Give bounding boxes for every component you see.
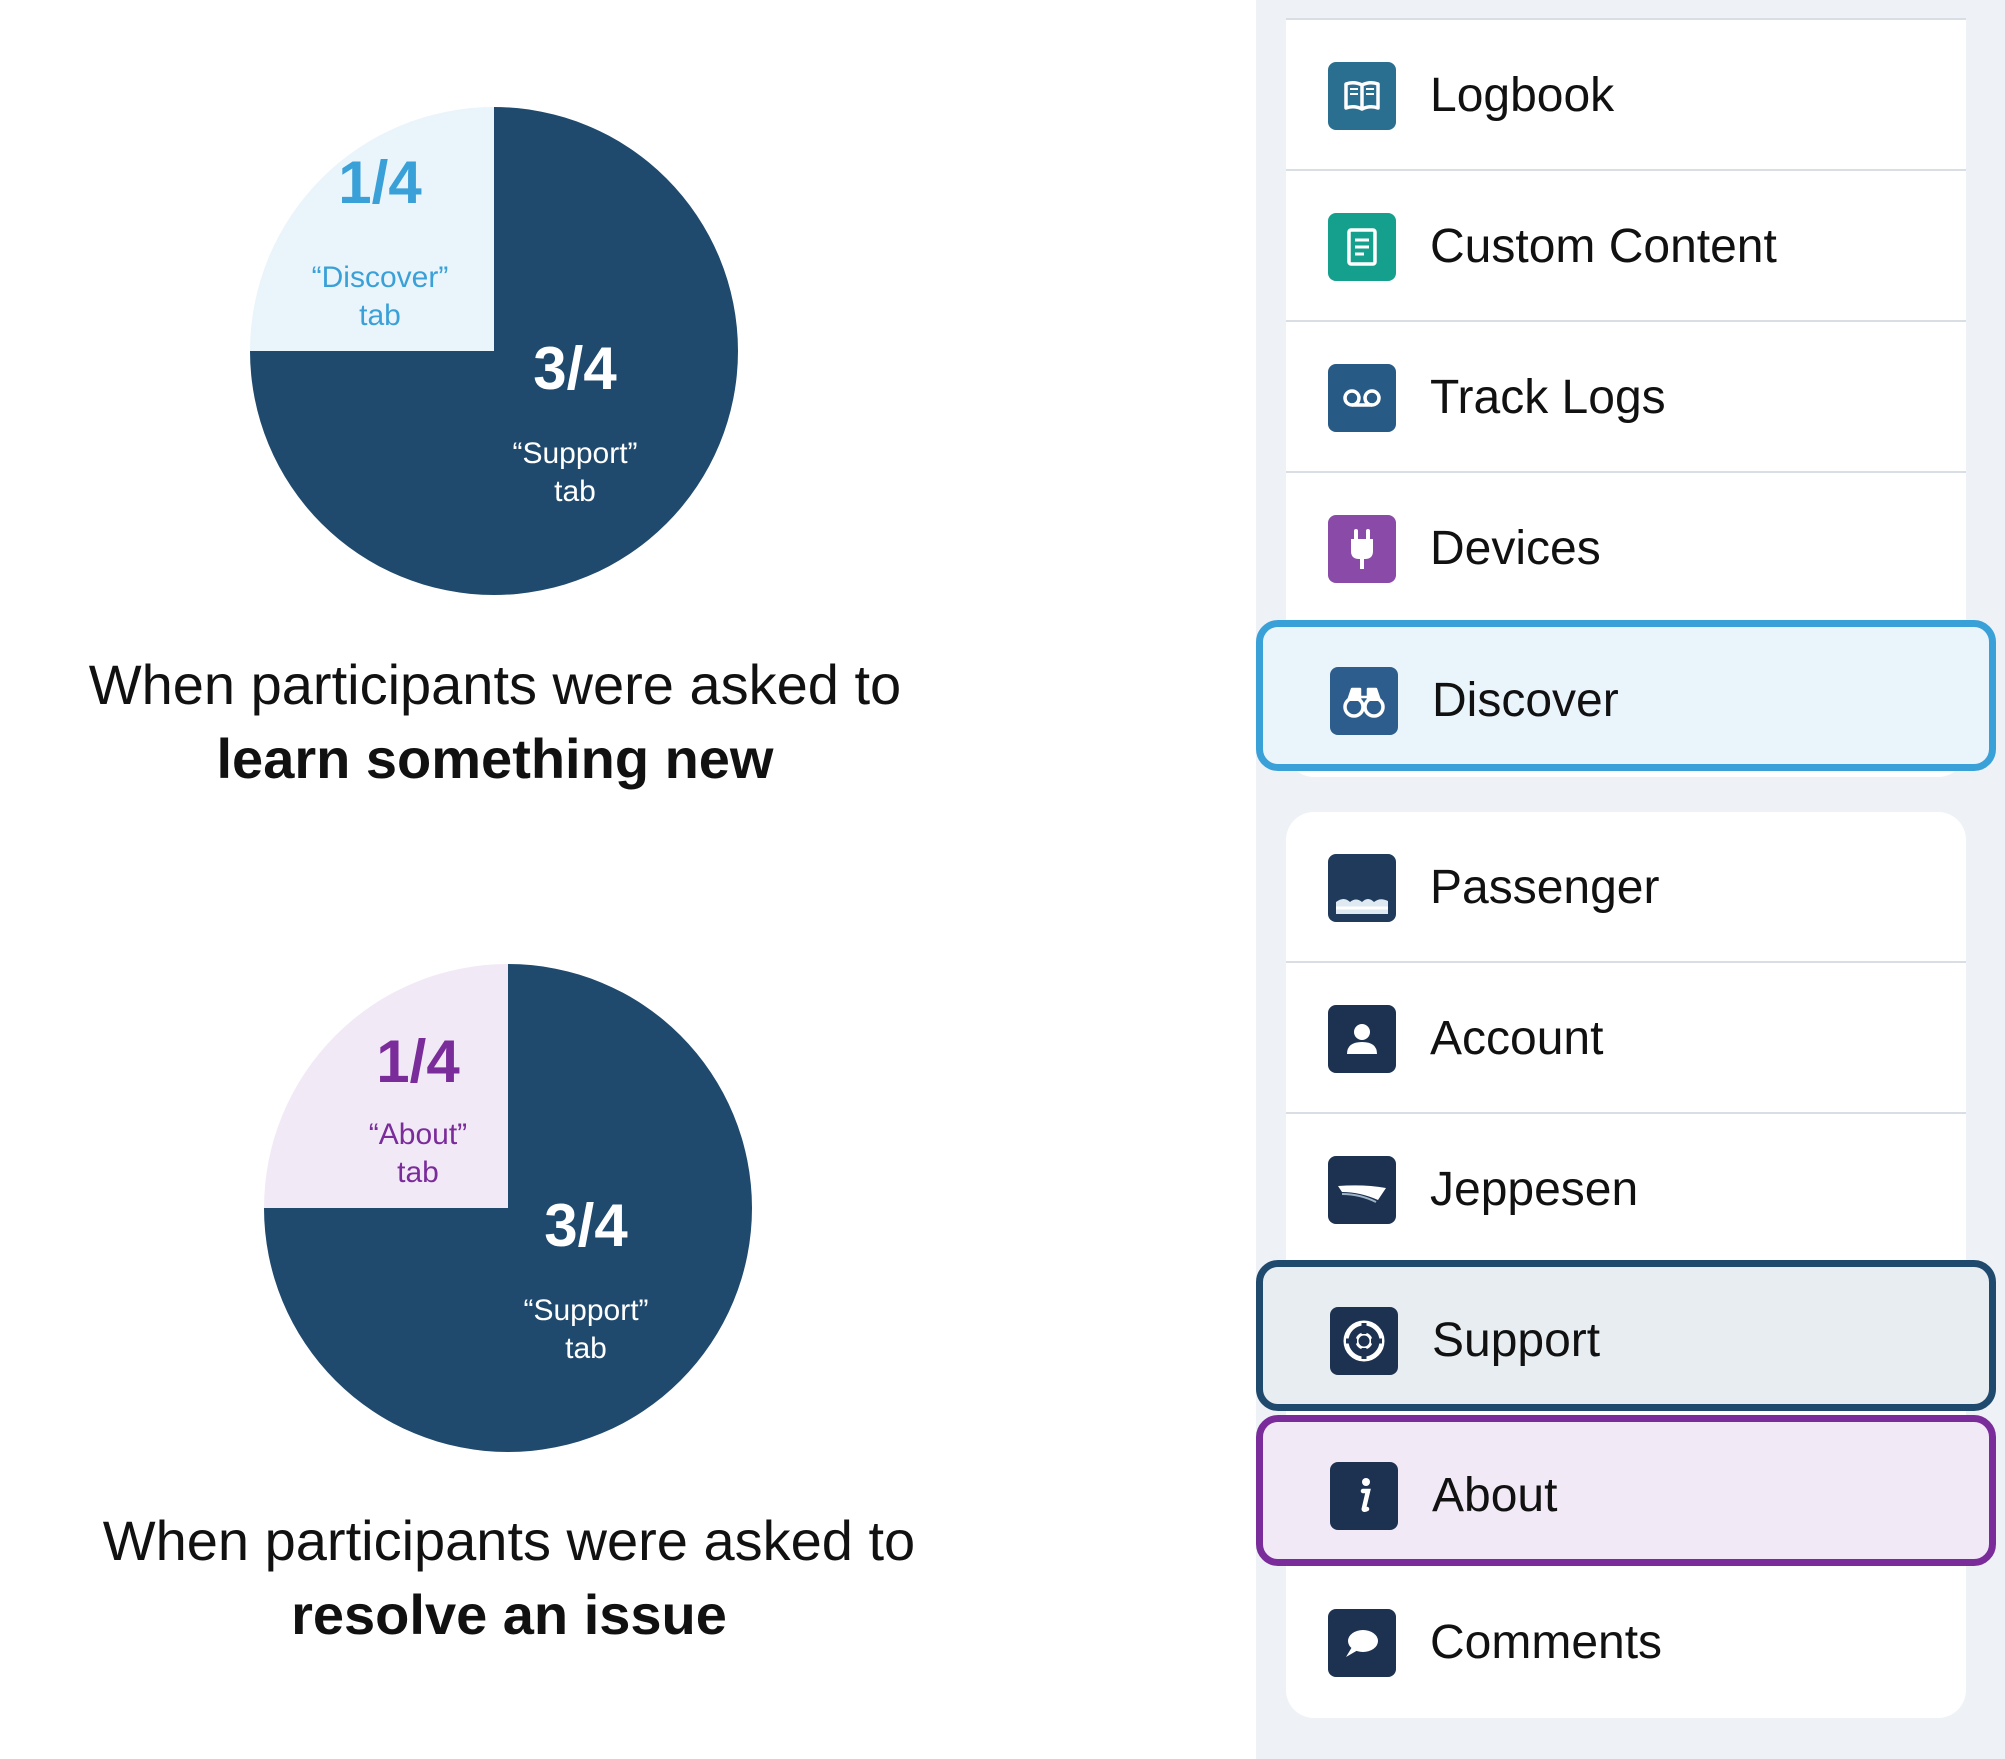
slice-tab-name-about: “About” [369, 1118, 467, 1151]
divider [1286, 169, 1966, 171]
menu-item-label: Discover [1432, 674, 1619, 727]
menu-item-support[interactable]: Support [1256, 1260, 1996, 1411]
slice-tab-word-discover: tab [359, 299, 401, 332]
pie-slice-support [264, 964, 752, 1452]
pie-slice-discover [250, 107, 494, 351]
top-divider [1286, 18, 1966, 20]
menu-item-jeppesen[interactable]: Jeppesen [1286, 1114, 1966, 1265]
pie-chart-learn: 1/4 “Discover” tab 3/4 “Support” tab [250, 107, 738, 595]
speech-bubble-icon [1328, 1609, 1396, 1677]
caption-resolve-line1: When participants were asked to [102, 1509, 916, 1572]
slice-tab-name-discover: “Discover” [312, 261, 449, 294]
menu-item-label: Track Logs [1430, 371, 1666, 424]
divider [1286, 961, 1966, 963]
slice-tab-name-support: “Support” [523, 1294, 648, 1327]
lifebuoy-icon [1330, 1307, 1398, 1375]
divider [1286, 320, 1966, 322]
menu-item-account[interactable]: Account [1286, 963, 1966, 1114]
menu-item-label: Custom Content [1430, 220, 1777, 273]
menu-item-about[interactable]: About [1256, 1415, 1996, 1566]
slice-fraction-support: 3/4 [544, 1192, 628, 1259]
menu-item-label: Account [1430, 1012, 1604, 1065]
menu-item-discover[interactable]: Discover [1256, 620, 1996, 771]
caption-learn-line1: When participants were asked to [88, 653, 902, 716]
slice-tab-word-support: tab [554, 475, 596, 508]
settings-menu-panel: Logbook Custom Content Track Logs Device… [1256, 0, 2005, 1759]
pie-svg-learn: 1/4 “Discover” tab 3/4 “Support” tab [250, 107, 738, 595]
caption-learn: When participants were asked to learn so… [30, 648, 960, 796]
menu-item-label: Support [1432, 1314, 1601, 1367]
jeppesen-icon [1328, 1156, 1396, 1224]
caption-resolve: When participants were asked to resolve … [44, 1504, 974, 1652]
menu-item-label: Devices [1430, 522, 1601, 575]
menu-item-passenger[interactable]: Passenger [1286, 812, 1966, 963]
pie-slice-support [250, 107, 738, 595]
caption-resolve-line2: resolve an issue [291, 1583, 727, 1646]
menu-item-label: Comments [1430, 1616, 1663, 1669]
document-icon [1328, 213, 1396, 281]
slice-fraction-discover: 1/4 [338, 149, 422, 216]
divider [1286, 1112, 1966, 1114]
menu-item-label: About [1432, 1469, 1558, 1522]
binoculars-icon [1330, 667, 1398, 735]
pie-svg-resolve: 1/4 “About” tab 3/4 “Support” tab [264, 964, 752, 1452]
plug-icon [1328, 515, 1396, 583]
passenger-icon [1328, 854, 1396, 922]
pie-slice-about [264, 964, 508, 1208]
menu-item-track-logs[interactable]: Track Logs [1286, 322, 1966, 473]
person-icon [1328, 1005, 1396, 1073]
menu-item-label: Jeppesen [1430, 1163, 1639, 1216]
menu-item-label: Passenger [1430, 861, 1660, 914]
slice-fraction-about: 1/4 [376, 1028, 460, 1095]
menu-item-logbook[interactable]: Logbook [1286, 20, 1966, 171]
info-icon [1330, 1462, 1398, 1530]
menu-item-devices[interactable]: Devices [1286, 473, 1966, 624]
menu-item-custom-content[interactable]: Custom Content [1286, 171, 1966, 322]
pie-chart-resolve: 1/4 “About” tab 3/4 “Support” tab [264, 964, 752, 1452]
slice-fraction-support: 3/4 [533, 335, 617, 402]
slice-tab-word-about: tab [397, 1156, 439, 1189]
menu-item-label: Logbook [1430, 69, 1615, 122]
divider [1286, 471, 1966, 473]
caption-learn-line2: learn something new [216, 727, 774, 790]
book-icon [1328, 62, 1396, 130]
voicemail-icon [1328, 364, 1396, 432]
menu-item-comments[interactable]: Comments [1286, 1567, 1966, 1718]
slice-tab-word-support: tab [565, 1332, 607, 1365]
slice-tab-name-support: “Support” [512, 437, 637, 470]
